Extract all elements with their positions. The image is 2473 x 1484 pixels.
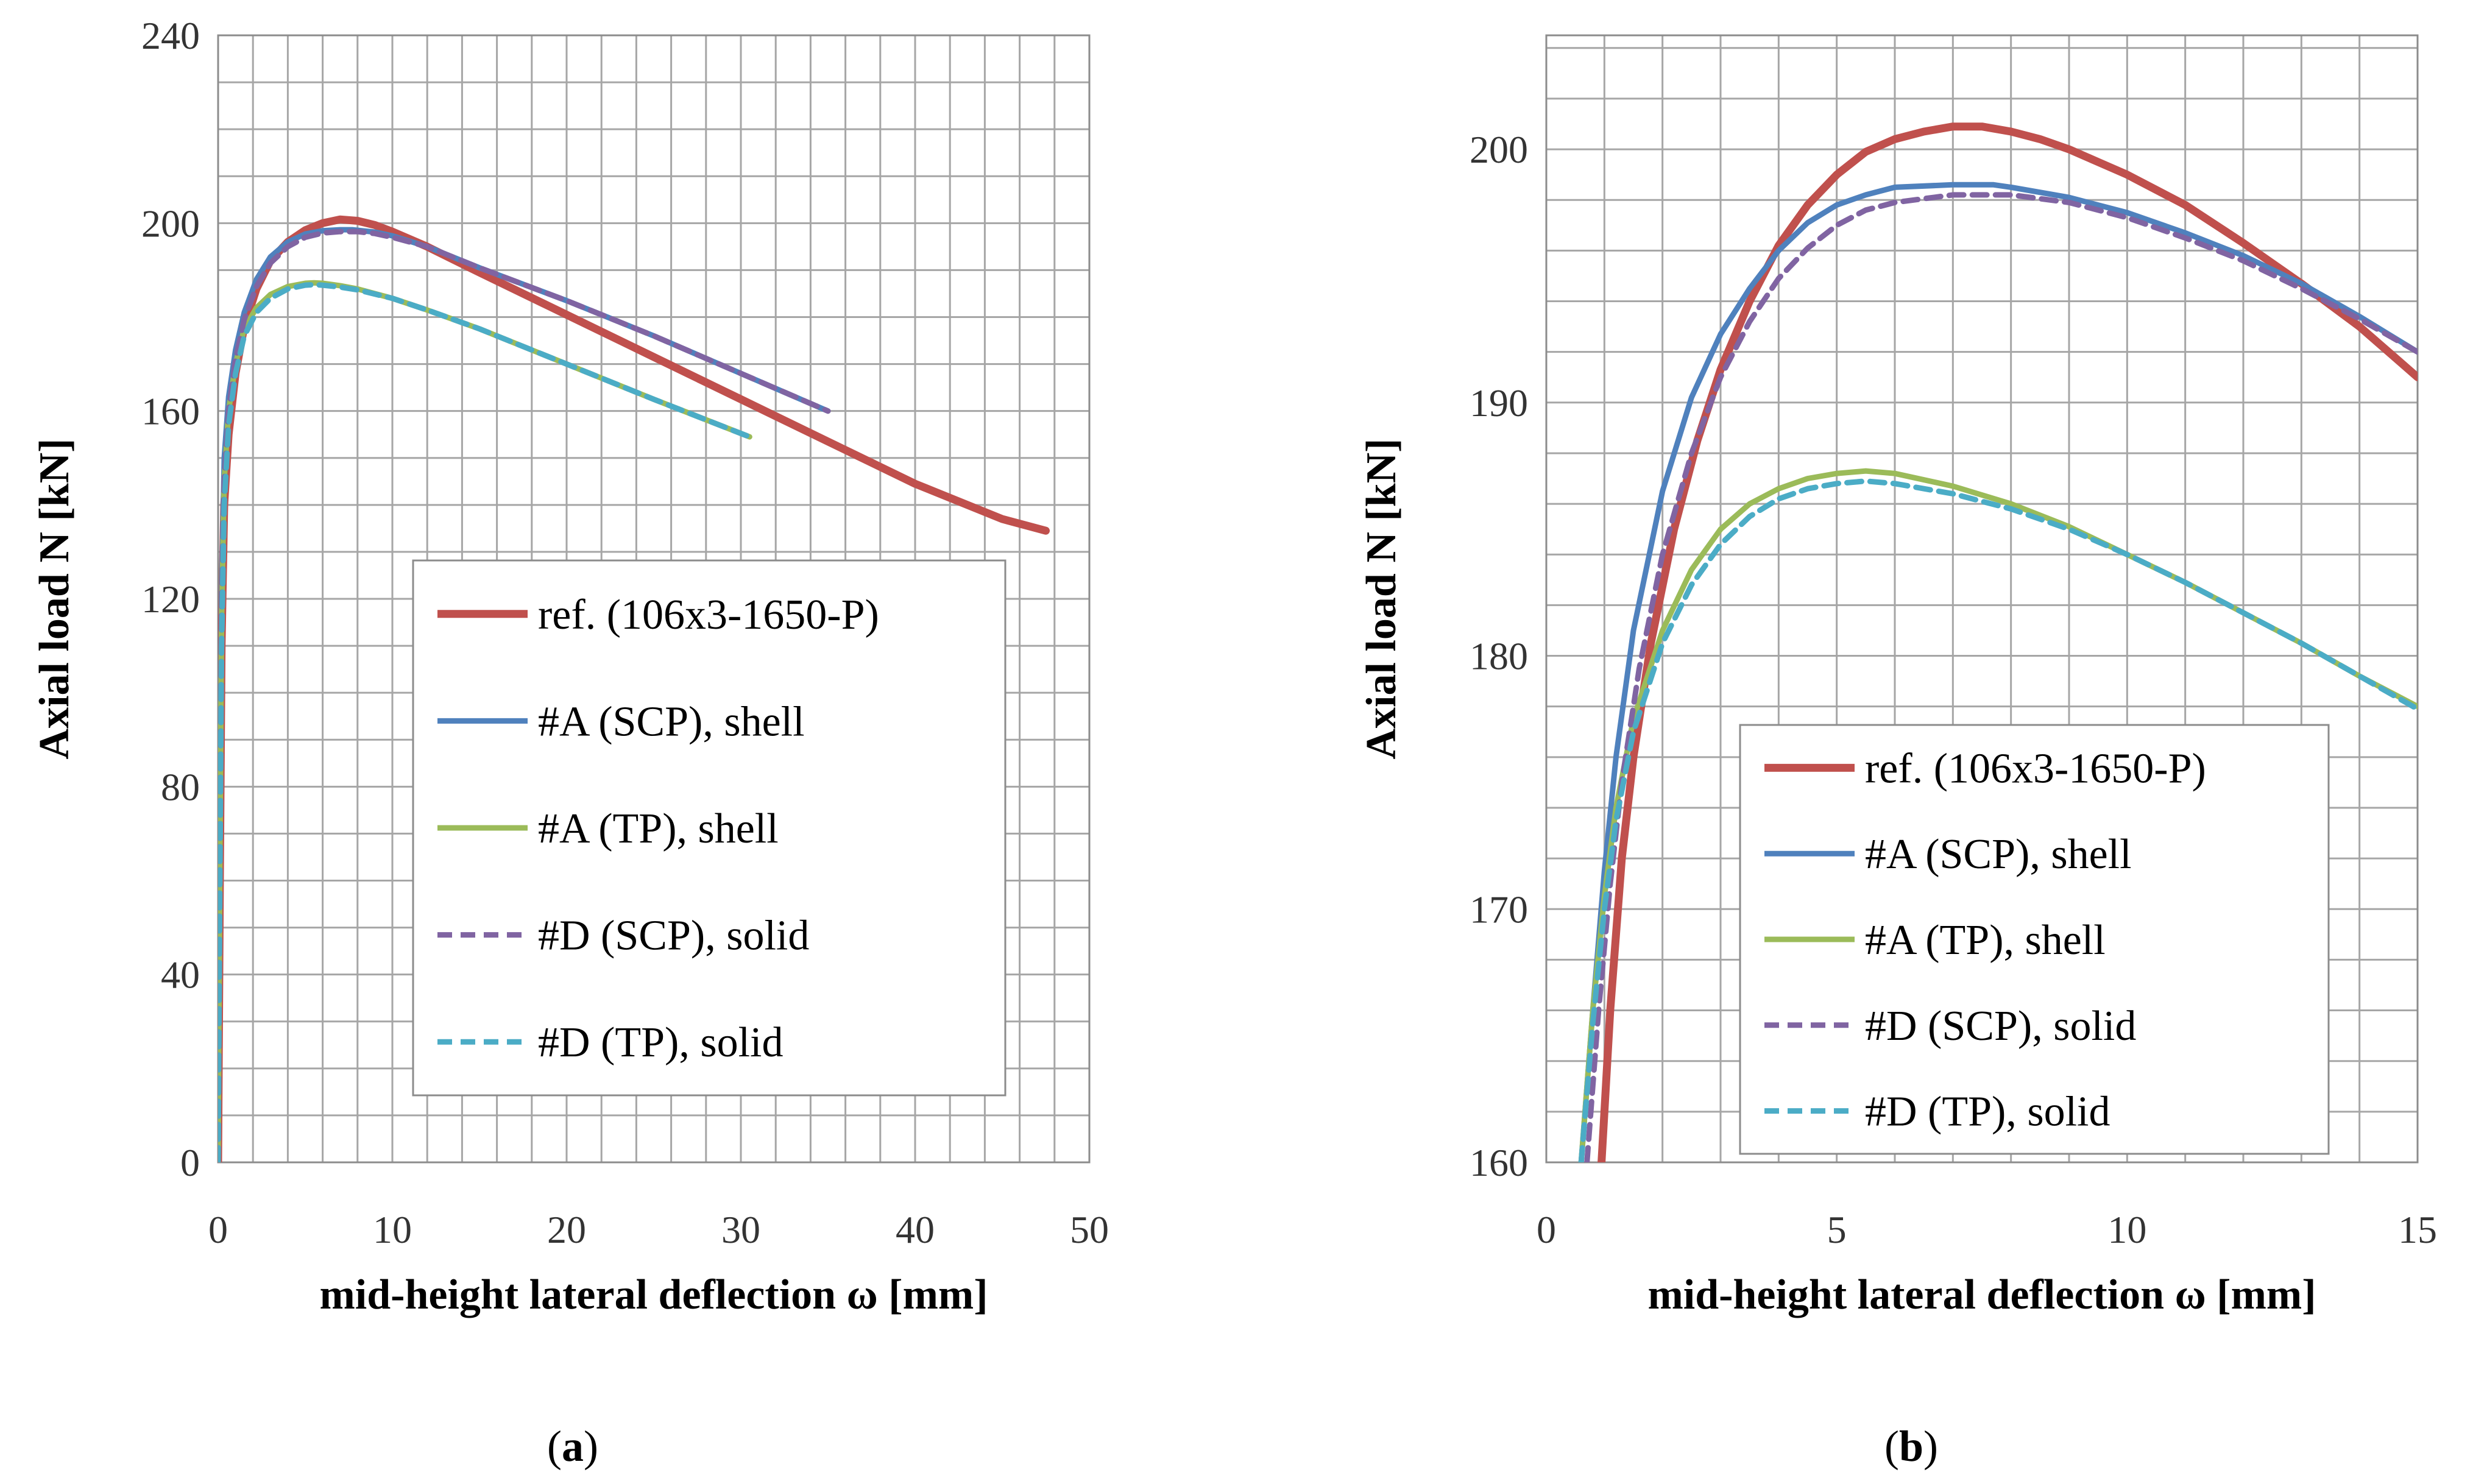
- legend-label: #A (TP), shell: [1865, 917, 2106, 964]
- y-tick-label: 160: [1470, 1141, 1528, 1184]
- legend: ref. (106x3-1650-P) #A (SCP), shell #A (TP…: [412, 559, 1007, 1097]
- x-tick-label: 0: [1537, 1208, 1556, 1251]
- panel-label: (b): [1884, 1422, 1938, 1471]
- y-tick-label: 80: [161, 765, 200, 808]
- legend-label: ref. (106x3-1650-P): [1865, 745, 2206, 792]
- x-tick-label: 15: [2398, 1208, 2437, 1251]
- x-tick-label: 50: [1070, 1208, 1109, 1251]
- series-line-5: [218, 281, 752, 1162]
- legend-label: #D (SCP), solid: [1865, 1003, 2136, 1050]
- tick-labels: 0 5 10 15 160 170 180 190 200: [1470, 128, 2437, 1251]
- x-tick-label: 40: [896, 1208, 935, 1251]
- chart-panel-a: 0 10 20 30 40 50 0 40 80 120 160 200 240 mid-height l…: [31, 14, 1109, 1471]
- y-axis-label: Axial load N [kN]: [1358, 439, 1405, 760]
- legend-label: ref. (106x3-1650-P): [538, 592, 879, 638]
- y-tick-label: 180: [1470, 635, 1528, 678]
- x-tick-label: 30: [721, 1208, 760, 1251]
- x-axis-label: mid-height lateral deflection ω [mm]: [1647, 1271, 2316, 1318]
- y-tick-label: 200: [141, 202, 200, 245]
- plot-area-frame: [217, 34, 1091, 1164]
- x-tick-label: 5: [1827, 1208, 1847, 1251]
- chart-panel-b: 0 5 10 15 160 170 180 190 200 mid-height lateral …: [1358, 34, 2437, 1471]
- y-tick-label: 170: [1470, 888, 1528, 931]
- y-tick-label: 200: [1470, 128, 1528, 171]
- legend: ref. (106x3-1650-P) #A (SCP), shell #A (TP…: [1739, 724, 2330, 1155]
- series-line-5: [1578, 478, 2418, 1162]
- series-line-2: [1578, 182, 2418, 1162]
- tick-labels: 0 10 20 30 40 50 0 40 80 120 160 200 240: [141, 14, 1109, 1251]
- legend-label: #D (TP), solid: [538, 1019, 784, 1066]
- y-tick-label: 240: [141, 14, 200, 57]
- y-tick-label: 120: [141, 578, 200, 621]
- x-tick-label: 0: [208, 1208, 228, 1251]
- legend-label: #D (TP), solid: [1865, 1089, 2110, 1136]
- y-axis-label: Axial load N [kN]: [31, 439, 78, 760]
- y-tick-label: 40: [161, 953, 200, 997]
- legend-label: #A (SCP), shell: [538, 698, 805, 745]
- series-group: [218, 215, 1050, 1162]
- y-tick-label: 190: [1470, 381, 1528, 425]
- legend-label: #A (SCP), shell: [1865, 831, 2132, 878]
- y-tick-label: 160: [141, 390, 200, 433]
- panel-label: (a): [547, 1422, 598, 1471]
- y-tick-label: 0: [180, 1141, 200, 1184]
- x-tick-label: 20: [547, 1208, 586, 1251]
- legend-label: #A (TP), shell: [538, 805, 779, 852]
- series-line-1: [1597, 122, 2418, 1162]
- series-group: [1578, 122, 2418, 1162]
- x-tick-label: 10: [373, 1208, 412, 1251]
- series-line-4: [1584, 192, 2418, 1162]
- legend-label: #D (SCP), solid: [538, 913, 809, 959]
- plot-area-frame: [1545, 34, 2419, 1164]
- x-tick-label: 10: [2107, 1208, 2146, 1251]
- x-axis-label: mid-height lateral deflection ω [mm]: [319, 1271, 988, 1318]
